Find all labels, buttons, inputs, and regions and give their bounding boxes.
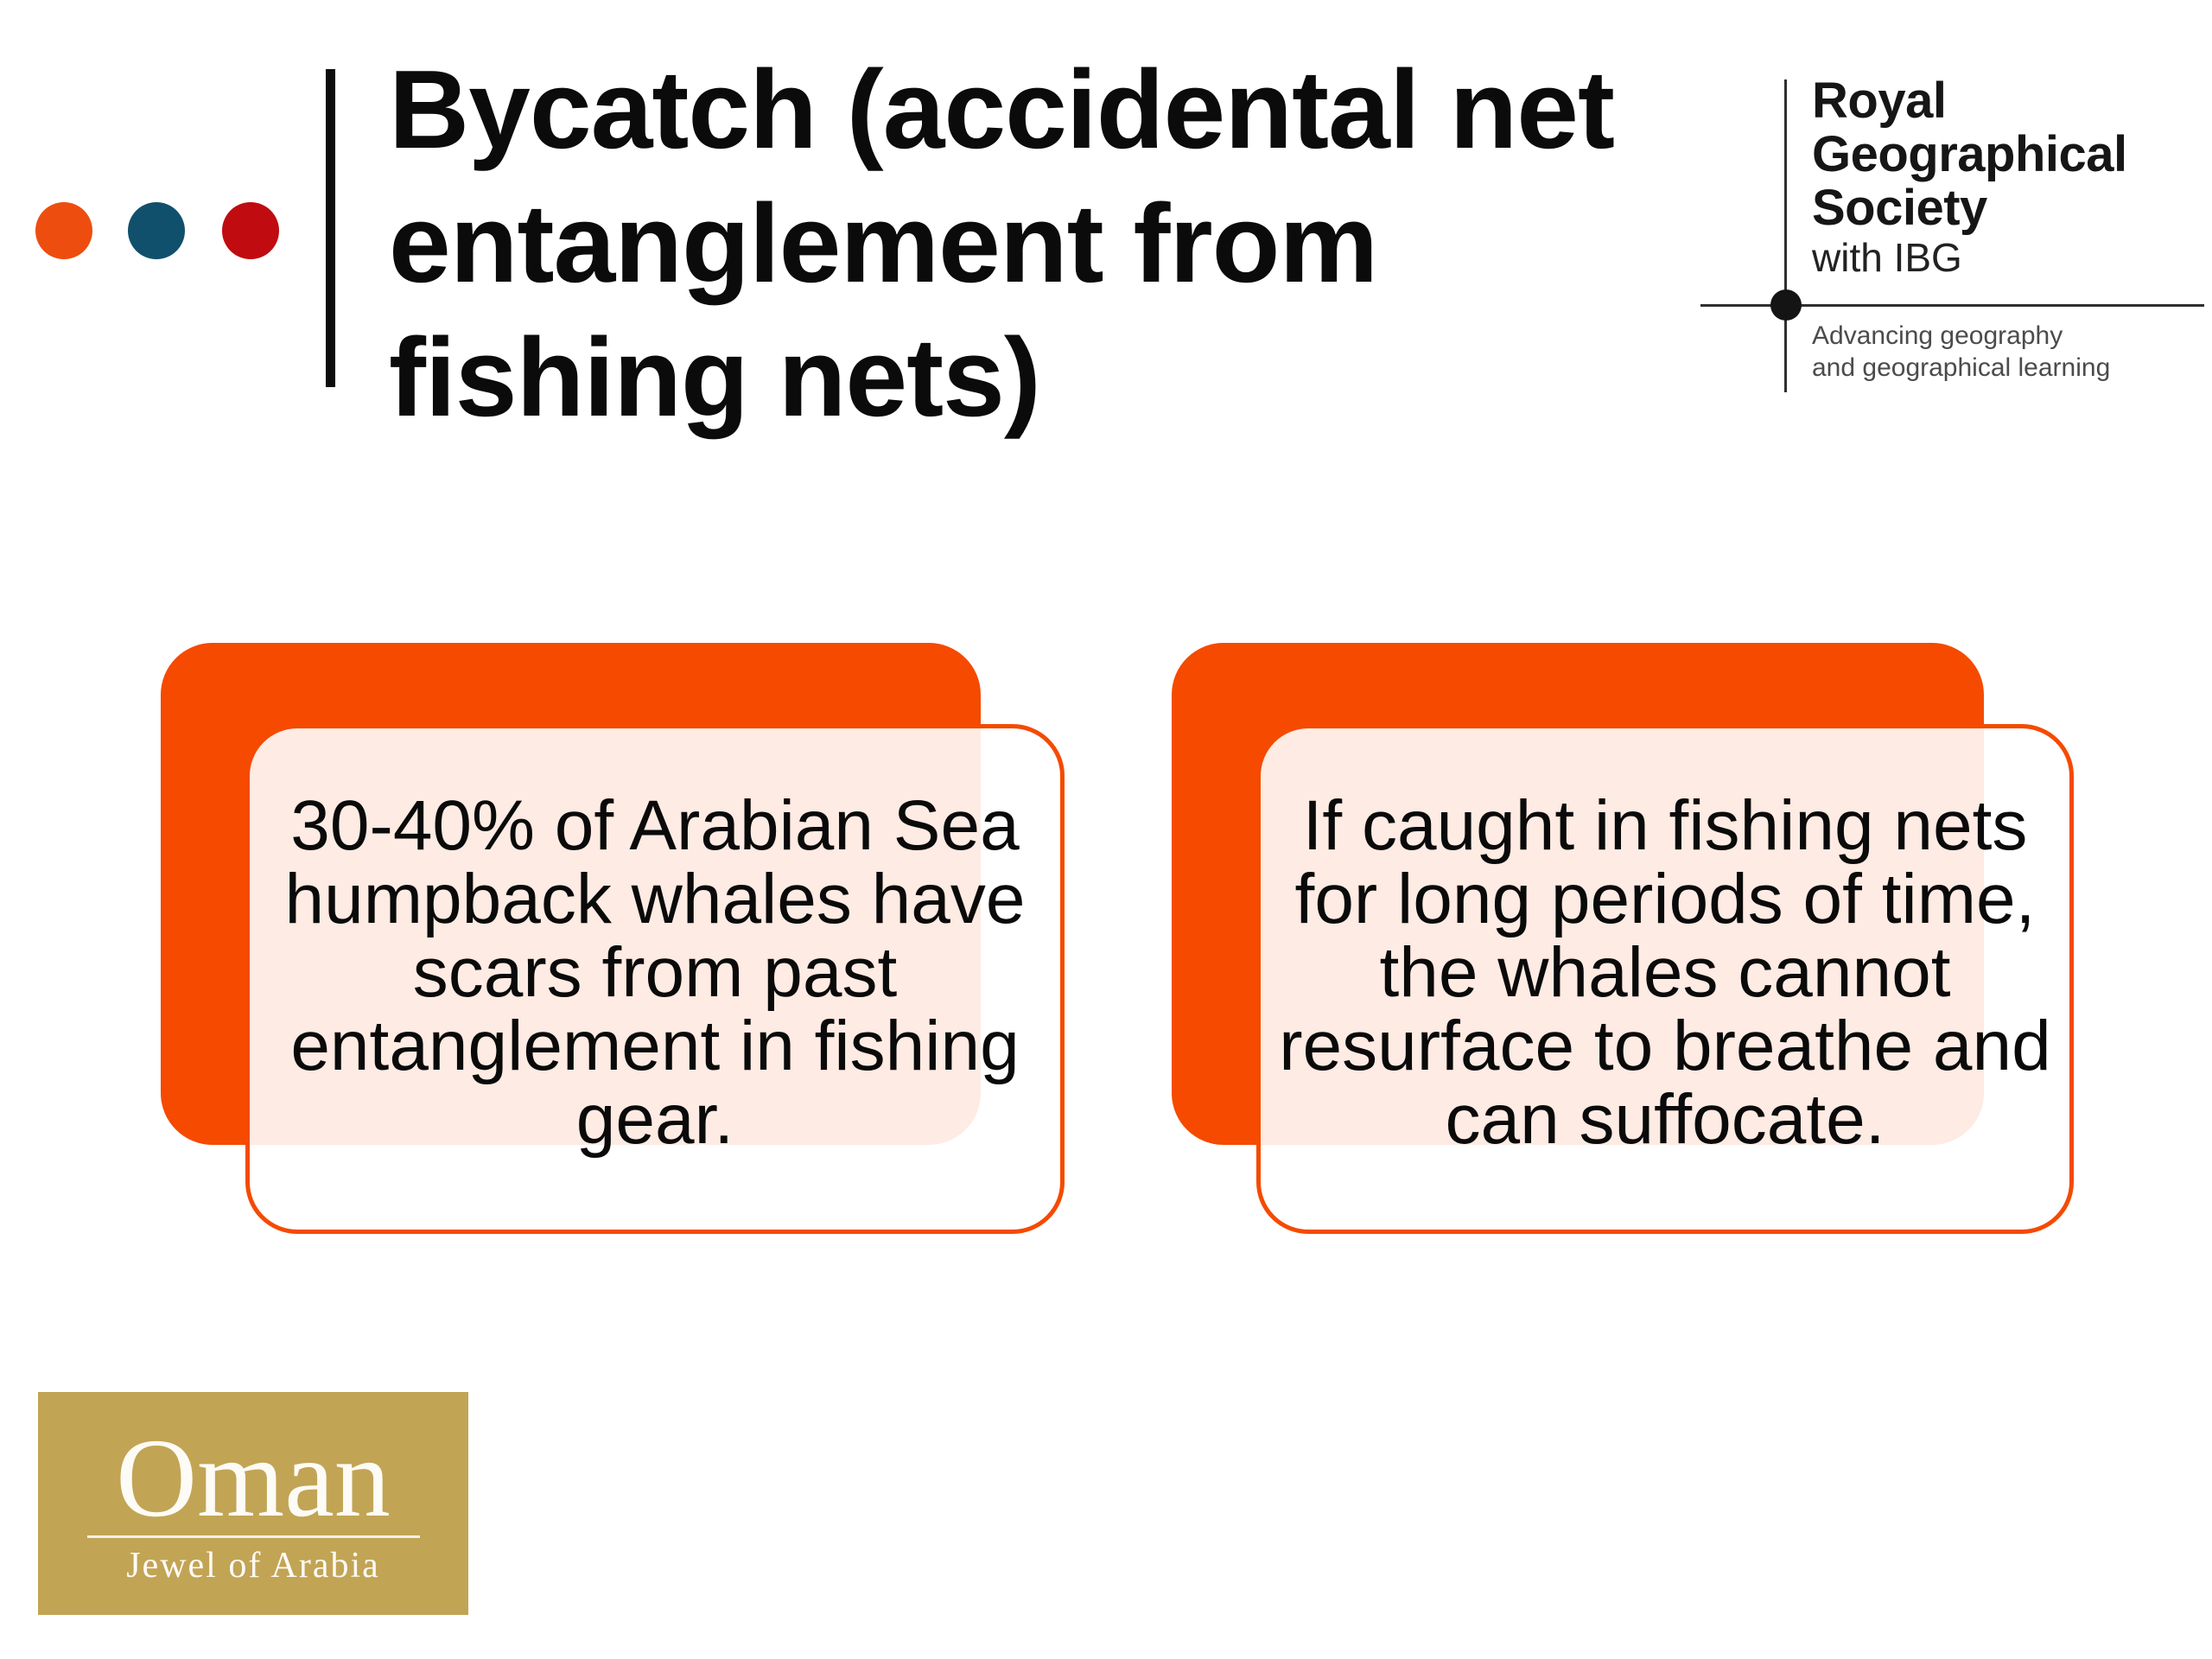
oman-logo: Oman Jewel of Arabia [38, 1392, 468, 1615]
left-card: 30-40% of Arabian Sea humpback whales ha… [245, 724, 1065, 1234]
rgs-tagline-line-1: Advancing geography [1812, 321, 2063, 350]
teal-dot [128, 202, 185, 259]
slide-title-line-1: Bycatch (accidental net [389, 48, 1615, 172]
rgs-tagline-line-2: and geographical learning [1812, 353, 2111, 382]
right-card: If caught in fishing nets for long perio… [1256, 724, 2074, 1234]
slide-title-line-3: fishing nets) [389, 315, 1041, 440]
slide-title: Bycatch (accidental net entanglement fro… [389, 43, 1737, 445]
rgs-crosshair-vertical-line [1784, 79, 1787, 392]
oman-logo-divider [86, 1535, 420, 1538]
rgs-name-line-3: Society [1812, 180, 1987, 236]
red-dot [222, 202, 279, 259]
oman-logo-subtitle: Jewel of Arabia [126, 1546, 380, 1586]
slide-title-line-2: entanglement from [389, 181, 1378, 306]
rgs-name-line-2: Geographical [1812, 126, 2127, 182]
rgs-crosshair-horizontal-line [1700, 304, 2204, 307]
rgs-name: Royal Geographical Society [1812, 74, 2127, 235]
right-card-text: If caught in fishing nets for long perio… [1279, 785, 2051, 1159]
rgs-with-ibg: with IBG [1812, 235, 1962, 280]
rgs-name-line-1: Royal [1812, 73, 1947, 129]
rgs-crosshair-dot-icon [1770, 289, 1802, 321]
orange-dot [35, 202, 92, 259]
left-card-text: 30-40% of Arabian Sea humpback whales ha… [284, 785, 1026, 1159]
rgs-tagline: Advancing geography and geographical lea… [1812, 320, 2110, 384]
title-accent-bar [326, 69, 335, 387]
oman-logo-title: Oman [116, 1416, 391, 1541]
